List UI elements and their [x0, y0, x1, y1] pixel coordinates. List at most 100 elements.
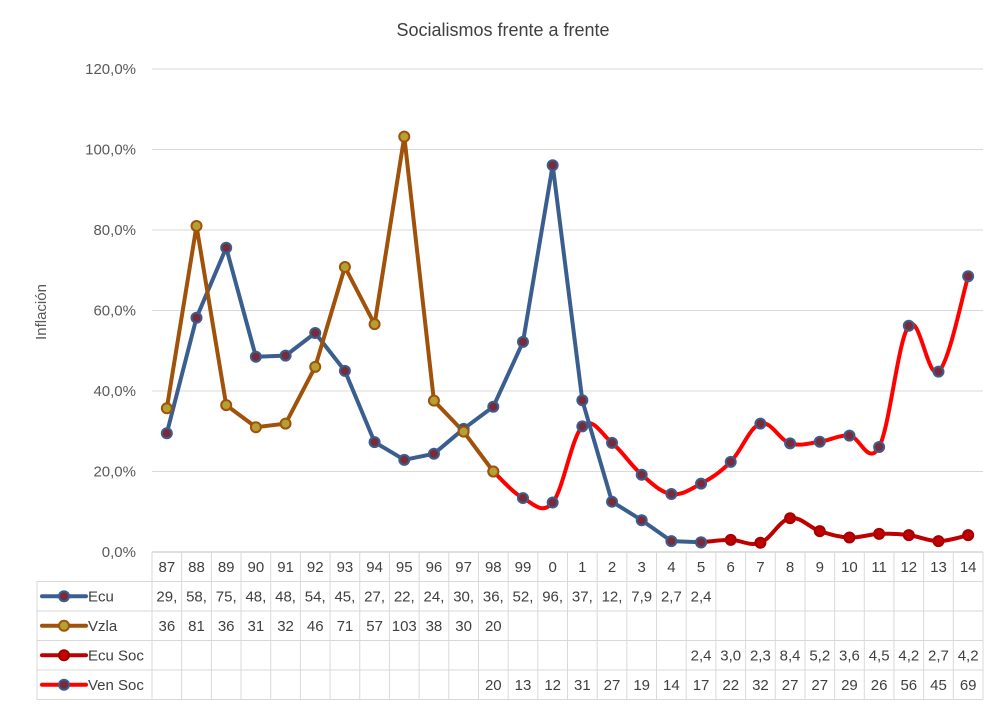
table-cell: 19: [633, 677, 650, 694]
table-cell: 81: [188, 618, 205, 635]
table-cell: 32: [277, 618, 294, 635]
data-point-vzla: [279, 417, 292, 430]
table-cell: 36,: [483, 588, 504, 605]
table-cell: 12,: [602, 588, 623, 605]
table-cell: 27,: [364, 588, 385, 605]
table-cell: 37,: [572, 588, 593, 605]
table-cell: 29: [841, 677, 858, 694]
data-point-ven-soc: [962, 270, 975, 283]
data-point-ecu: [398, 453, 411, 466]
table-cell: 2,7: [928, 647, 949, 664]
table-cell: 27: [782, 677, 799, 694]
data-point-ecu: [220, 241, 233, 254]
table-cell: 103: [392, 618, 417, 635]
category-label: 10: [841, 559, 858, 576]
table-cell: 52,: [513, 588, 534, 605]
y-tick-label: 100,0%: [85, 142, 136, 159]
category-label: 93: [337, 559, 354, 576]
y-tick-label: 120,0%: [85, 61, 136, 78]
table-cell: 26: [871, 677, 888, 694]
legend-marker: [58, 590, 70, 603]
series-markers: [160, 130, 975, 549]
table-cell: 58,: [186, 588, 207, 605]
series-lines: [164, 134, 971, 546]
y-tick-label: 80,0%: [93, 222, 136, 239]
table-cell: 38: [426, 618, 443, 635]
category-label: 88: [188, 559, 205, 576]
table-cell: 4,2: [958, 647, 979, 664]
data-point-ecu: [160, 427, 173, 440]
y-axis-label: Inflación: [33, 284, 50, 340]
table-cell: 14: [663, 677, 680, 694]
data-point-ven-soc: [695, 477, 708, 490]
data-point-ecu: [487, 400, 500, 413]
data-point-ven-soc: [606, 436, 619, 449]
category-label: 94: [366, 559, 383, 576]
category-label: 14: [960, 559, 977, 576]
data-point-ecu-soc: [962, 529, 975, 542]
data-point-ecu-soc: [724, 533, 737, 546]
table-cell: 20: [485, 677, 502, 694]
series-line-ecu: [164, 163, 704, 545]
series-line-ven-soc: [491, 274, 971, 511]
data-point-ecu: [368, 436, 381, 449]
data-point-vzla: [368, 318, 381, 331]
category-label: 0: [548, 559, 556, 576]
table-cell: 30,: [453, 588, 474, 605]
category-label: 4: [667, 559, 675, 576]
category-label: 99: [515, 559, 532, 576]
table-cell: 48,: [245, 588, 266, 605]
table-cell: 75,: [216, 588, 237, 605]
y-tick-labels: 0,0% 20,0% 40,0% 60,0% 80,0% 100,0% 120,0%: [85, 61, 136, 561]
table-cell: 30: [455, 618, 472, 635]
data-point-ecu-soc: [843, 531, 856, 544]
data-point-ecu: [249, 350, 262, 363]
category-label: 97: [455, 559, 472, 576]
category-label: 6: [727, 559, 735, 576]
table-cell: 36: [158, 618, 175, 635]
category-label: 89: [218, 559, 235, 576]
data-point-ven-soc: [576, 420, 589, 433]
series-line-ecu-soc: [699, 516, 971, 546]
table-cell: 8,4: [780, 647, 801, 664]
data-point-vzla: [457, 425, 470, 438]
table-cell: 2,4: [691, 588, 712, 605]
data-point-vzla: [220, 399, 233, 412]
gridlines: [152, 68, 983, 553]
data-point-vzla: [249, 421, 262, 434]
table-cell: 45: [930, 677, 947, 694]
data-point-ecu-soc: [932, 535, 945, 548]
table-cell: 17: [693, 677, 710, 694]
table-cell: 57: [366, 618, 383, 635]
category-label: 91: [277, 559, 294, 576]
category-label: 11: [871, 559, 887, 576]
category-label: 8: [786, 559, 794, 576]
table-cell: 45,: [334, 588, 355, 605]
data-point-ecu: [546, 159, 559, 172]
category-label: 92: [307, 559, 324, 576]
table-cell: 2,3: [750, 647, 771, 664]
category-label: 9: [816, 559, 824, 576]
table-cell: 22,: [394, 588, 415, 605]
category-label: 5: [697, 559, 705, 576]
data-point-ven-soc: [784, 437, 797, 450]
table-cell: 32: [752, 677, 769, 694]
category-label: 12: [900, 559, 917, 576]
data-point-vzla: [427, 394, 440, 407]
table-cell: 96,: [542, 588, 563, 605]
data-point-ecu-soc: [873, 527, 886, 540]
data-point-ecu: [576, 394, 589, 407]
table-cell: 3,6: [839, 647, 860, 664]
category-label: 96: [426, 559, 443, 576]
table-cell: 2,4: [691, 647, 712, 664]
data-point-ecu: [190, 311, 203, 324]
legend-marker: [58, 678, 70, 691]
table-cell: 56: [900, 677, 917, 694]
data-point-vzla: [398, 130, 411, 143]
category-label: 7: [756, 559, 764, 576]
table-cell: 24,: [424, 588, 445, 605]
data-point-ven-soc: [516, 492, 529, 505]
legend-label: Ven Soc: [88, 677, 144, 694]
legend-marker: [58, 649, 70, 662]
